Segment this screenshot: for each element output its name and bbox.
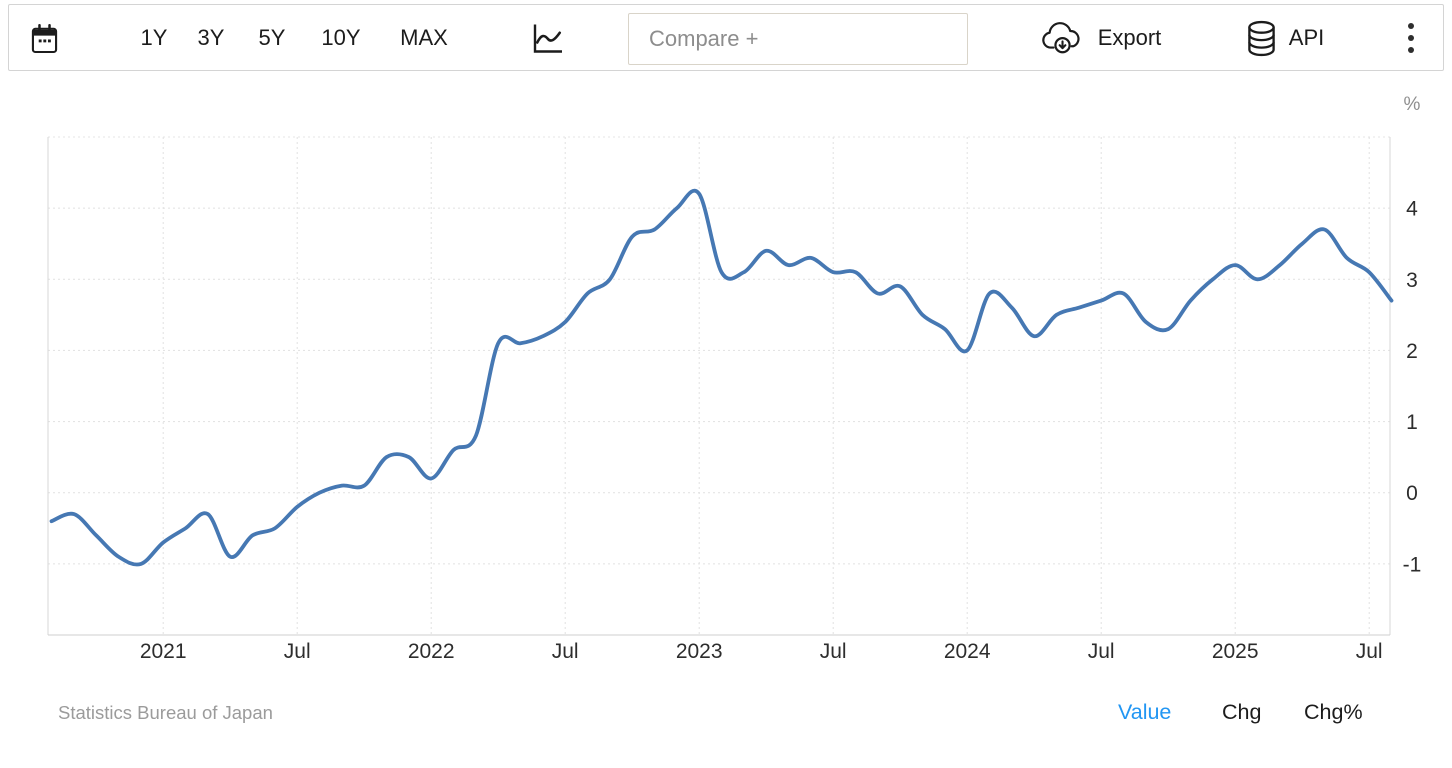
x-axis-tick-label: Jul — [552, 640, 579, 663]
series-line — [49, 188, 1394, 567]
calendar-icon — [31, 23, 57, 53]
database-icon — [1247, 20, 1275, 56]
y-axis-tick-label: 2 — [1406, 340, 1418, 363]
y-axis-tick-label: 3 — [1406, 269, 1418, 292]
y-axis-tick-label: -1 — [1403, 553, 1422, 576]
mode-chgpct-button[interactable]: Chg% — [1304, 700, 1363, 724]
mode-chg-button[interactable]: Chg — [1222, 700, 1262, 724]
chart-type-button[interactable] — [521, 13, 573, 63]
data-source-label: Statistics Bureau of Japan — [58, 702, 273, 723]
export-label: Export — [1097, 25, 1162, 50]
range-button-1y[interactable]: 1Y — [123, 13, 185, 63]
api-button[interactable]: API — [1231, 13, 1339, 63]
date-range-picker-button[interactable] — [21, 13, 67, 63]
y-axis-tick-label: 0 — [1406, 482, 1418, 505]
x-axis-tick-label: 2021 — [140, 640, 187, 663]
x-axis-tick-label: Jul — [1356, 640, 1383, 663]
range-button-10y[interactable]: 10Y — [305, 13, 377, 63]
line-chart-icon — [533, 24, 562, 53]
x-axis-tick-label: 2022 — [408, 640, 455, 663]
y-axis-tick-label: 4 — [1406, 198, 1418, 221]
compare-input[interactable] — [628, 13, 968, 65]
x-axis-tick-label: 2025 — [1212, 640, 1259, 663]
kebab-menu-icon — [1408, 23, 1414, 53]
export-button[interactable]: Export — [1025, 13, 1177, 63]
x-axis-tick-label: Jul — [1088, 640, 1115, 663]
x-axis-tick-label: 2024 — [944, 640, 991, 663]
range-button-5y[interactable]: 5Y — [245, 13, 299, 63]
y-axis-tick-label: 1 — [1406, 411, 1418, 434]
x-axis-tick-label: Jul — [820, 640, 847, 663]
more-options-button[interactable] — [1389, 13, 1433, 63]
mode-value-button[interactable]: Value — [1118, 700, 1172, 724]
chart-toolbar: 1Y 3Y 5Y 10Y MAX Export — [8, 4, 1444, 71]
y-axis-unit-label: % — [1404, 94, 1421, 115]
api-label: API — [1288, 25, 1325, 50]
x-axis-tick-label: 2023 — [676, 640, 723, 663]
range-button-3y[interactable]: 3Y — [180, 13, 242, 63]
x-axis-tick-label: Jul — [284, 640, 311, 663]
range-button-max[interactable]: MAX — [379, 13, 469, 63]
cloud-download-icon — [1041, 21, 1080, 53]
